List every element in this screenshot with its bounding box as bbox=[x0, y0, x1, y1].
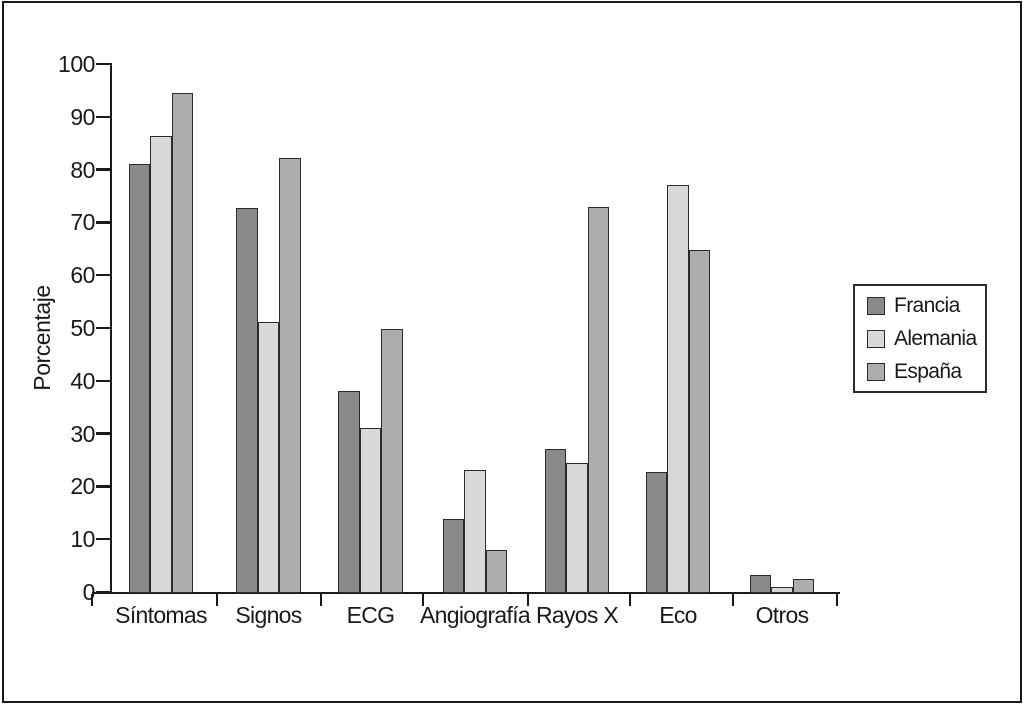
y-tick-label: 100 bbox=[58, 51, 95, 77]
x-tick bbox=[628, 594, 632, 607]
y-tick-label: 60 bbox=[70, 262, 95, 289]
x-tick bbox=[90, 594, 94, 607]
legend-swatch-espana bbox=[867, 362, 885, 381]
y-tick bbox=[95, 274, 110, 277]
bar-otros-francia bbox=[749, 575, 772, 593]
x-category-label-signos: Signos bbox=[235, 602, 302, 628]
x-category-label-rayos-x: Rayos X bbox=[535, 602, 619, 628]
y-tick-label: 10 bbox=[70, 526, 95, 553]
bar-signos-espana bbox=[279, 157, 301, 593]
x-tick bbox=[215, 594, 219, 607]
legend-item-francia: Francia bbox=[867, 294, 985, 318]
legend-item-alemania: Alemania bbox=[867, 327, 985, 351]
x-category-label-angiografia: Angiografía bbox=[419, 602, 531, 628]
y-tick bbox=[95, 168, 110, 171]
legend-label-alemania: Alemania bbox=[894, 326, 977, 350]
bar-eco-alemania bbox=[667, 185, 689, 593]
bar-signos-francia bbox=[236, 207, 258, 593]
bar-angiografia-alemania bbox=[464, 469, 486, 593]
y-tick-label: 20 bbox=[70, 473, 95, 500]
x-tick bbox=[731, 594, 735, 607]
y-tick-label: 90 bbox=[70, 103, 95, 130]
x-category-label-ecg: ECG bbox=[346, 602, 395, 628]
y-tick-label: 0 bbox=[82, 579, 96, 605]
y-tick bbox=[95, 538, 110, 541]
y-axis-line bbox=[109, 63, 112, 595]
legend-label-espana: España bbox=[894, 359, 962, 383]
y-tick bbox=[95, 221, 110, 224]
bar-ecg-alemania bbox=[359, 428, 382, 593]
bar-signos-alemania bbox=[257, 321, 280, 593]
bar-rayos-x-alemania bbox=[566, 462, 588, 593]
y-tick-label: 30 bbox=[70, 420, 95, 447]
bar-eco-francia bbox=[645, 471, 668, 593]
bar-rayos-x-francia bbox=[544, 449, 567, 593]
legend-item-espana: España bbox=[867, 360, 985, 384]
y-tick bbox=[95, 379, 110, 382]
y-tick-label: 70 bbox=[70, 209, 95, 236]
y-tick bbox=[95, 590, 110, 594]
bar-otros-alemania bbox=[771, 586, 793, 593]
y-tick bbox=[95, 432, 110, 435]
x-category-label-otros: Otros bbox=[755, 602, 809, 628]
legend-swatch-francia bbox=[867, 296, 885, 315]
bar-sintomas-alemania bbox=[150, 136, 172, 593]
x-tick bbox=[526, 594, 530, 607]
y-tick bbox=[95, 115, 110, 118]
bar-rayos-x-espana bbox=[587, 206, 610, 593]
y-tick bbox=[95, 62, 110, 66]
y-tick-label: 50 bbox=[70, 315, 95, 341]
y-tick-label: 80 bbox=[70, 156, 95, 183]
y-tick bbox=[95, 326, 110, 330]
x-tick bbox=[421, 594, 425, 607]
y-tick-label: 40 bbox=[70, 367, 95, 394]
y-tick bbox=[95, 485, 110, 488]
bar-eco-espana bbox=[688, 249, 711, 593]
legend: Francia Alemania España bbox=[853, 284, 987, 393]
x-category-label-sintomas: Síntomas bbox=[115, 602, 207, 628]
bar-sintomas-francia bbox=[128, 164, 151, 593]
bar-angiografia-espana bbox=[485, 550, 508, 593]
legend-swatch-alemania bbox=[867, 329, 885, 348]
x-axis-line bbox=[92, 592, 840, 595]
x-tick bbox=[835, 594, 839, 607]
bar-sintomas-espana bbox=[171, 93, 194, 593]
x-category-label-eco: Eco bbox=[659, 602, 697, 628]
bar-ecg-espana bbox=[381, 329, 403, 593]
bar-angiografia-francia bbox=[442, 519, 465, 593]
bar-otros-espana bbox=[792, 578, 815, 593]
x-tick bbox=[319, 594, 323, 607]
legend-label-francia: Francia bbox=[894, 293, 960, 317]
bar-ecg-francia bbox=[338, 391, 360, 593]
